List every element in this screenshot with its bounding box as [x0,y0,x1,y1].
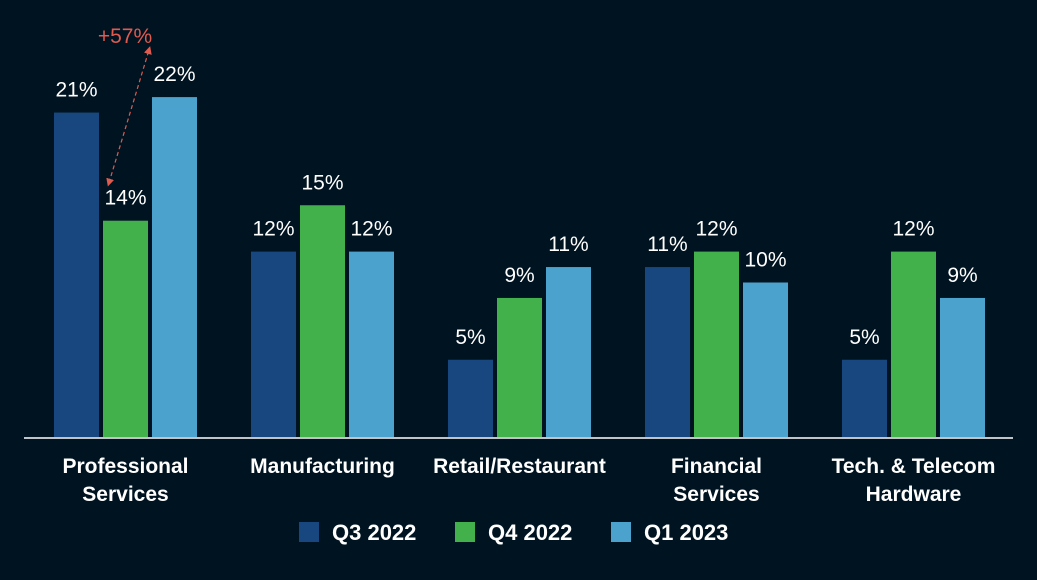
value-label: 10% [744,249,786,272]
bar-q3-2022-2 [448,359,493,437]
category-label: Tech. & Telecom [832,455,996,478]
category-label: Manufacturing [250,455,395,478]
bar-q4-2022-1 [300,205,345,437]
bar-q4-2022-4 [891,251,936,437]
value-labels-layer: 21% 14% 22% 12% 15% 12% 5% 9% 11% 11% 12% 10% 5% 12% 9… [55,63,977,349]
value-label: 12% [252,218,294,241]
bar-q4-2022-3 [694,251,739,437]
legend-swatch [299,522,319,542]
bar-q4-2022-2 [497,297,542,437]
category-label: Hardware [866,483,962,506]
annotation-arrow [106,46,152,187]
category-label: Services [82,483,168,506]
value-label: 5% [455,326,485,349]
value-label: 12% [350,218,392,241]
bar-q3-2022-1 [251,251,296,437]
value-label: 11% [647,233,687,256]
bar-q3-2022-0 [54,112,99,438]
bar-q1-2023-0 [152,97,197,437]
legend: Q3 2022 Q4 2022 Q1 2023 [299,520,728,545]
legend-swatch [455,522,475,542]
legend-label: Q1 2023 [644,520,728,545]
legend-label: Q3 2022 [332,520,416,545]
bar-q3-2022-3 [645,267,690,437]
value-label: 11% [548,233,588,256]
bar-q4-2022-0 [103,220,148,437]
legend-swatch [611,522,631,542]
bars-layer [54,97,985,438]
bar-q1-2023-4 [940,297,985,437]
value-label: 5% [849,326,879,349]
value-label: 12% [892,218,934,241]
bar-q1-2023-2 [546,267,591,437]
bar-q3-2022-4 [842,359,887,437]
category-label: Services [673,483,759,506]
value-label: 21% [55,79,97,102]
legend-label: Q4 2022 [488,520,572,545]
annotation-layer: +57% [98,25,152,187]
category-label: Retail/Restaurant [433,455,606,478]
category-labels-layer: Professional Services Manufacturing Retail/… [62,455,995,506]
value-label: 22% [153,63,195,86]
value-label: 14% [104,187,146,210]
value-label: 9% [504,264,534,287]
bar-q1-2023-3 [743,282,788,437]
value-label: 15% [301,171,343,194]
bar-q1-2023-1 [349,251,394,437]
category-label: Professional [62,455,188,478]
annotation-label: +57% [98,25,152,48]
value-label: 9% [947,264,977,287]
category-label: Financial [671,455,762,478]
value-label: 12% [695,218,737,241]
